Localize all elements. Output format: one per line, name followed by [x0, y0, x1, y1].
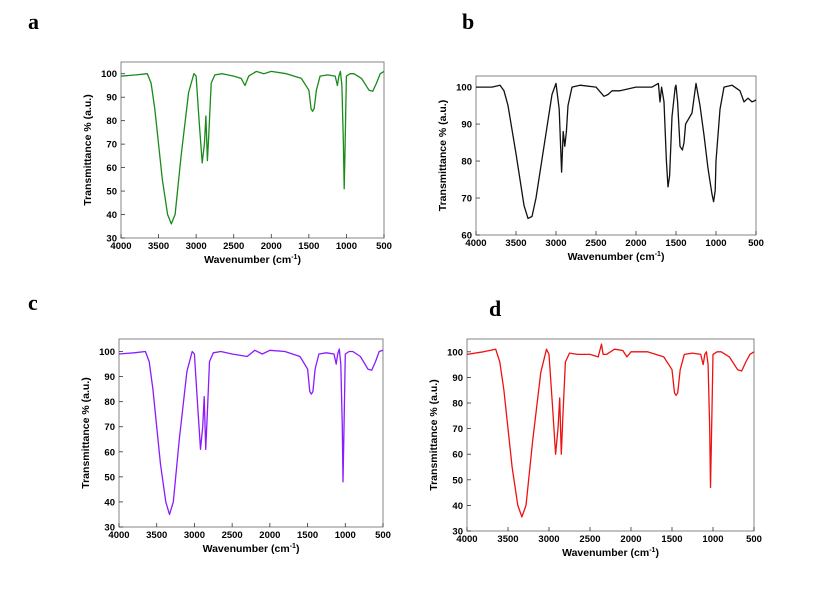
x-tick-label: 3500 — [148, 241, 169, 252]
x-tick-label: 500 — [376, 241, 392, 252]
y-tick-label: 90 — [452, 373, 463, 384]
x-tick-label: 3000 — [184, 530, 205, 541]
y-tick-label: 50 — [104, 472, 115, 483]
x-tick-label: 1000 — [335, 530, 356, 541]
x-tick-label: 2000 — [261, 241, 282, 252]
spectrum-line-d — [466, 343, 755, 518]
x-axis-label-end: ) — [297, 254, 301, 266]
y-tick-label: 60 — [452, 450, 463, 461]
x-tick-label: 1500 — [661, 534, 682, 545]
x-axis-label-end: ) — [655, 547, 659, 559]
y-tick-label: 50 — [452, 475, 463, 486]
x-tick-label: 1000 — [702, 534, 723, 545]
y-tick-label: 80 — [452, 399, 463, 410]
x-tick-label: 3000 — [538, 534, 559, 545]
spectrum-line-c — [118, 348, 384, 516]
spectrum-line-b — [476, 82, 757, 220]
spectrum-line-a — [120, 70, 385, 225]
x-tick-label: 2500 — [222, 530, 243, 541]
x-tick-label: 1500 — [297, 530, 318, 541]
x-axis-label: Wavenumber (cm-1) — [562, 547, 659, 559]
y-tick-label: 100 — [99, 347, 115, 358]
x-tick-label: 3000 — [186, 241, 207, 252]
x-tick-label: 4000 — [110, 241, 131, 252]
y-tick-label: 100 — [456, 83, 472, 94]
x-tick-label: 1500 — [298, 241, 319, 252]
x-axis-label-sup: -1 — [290, 543, 296, 550]
y-tick-label: 80 — [461, 157, 472, 168]
x-tick-label: 2500 — [223, 241, 244, 252]
x-axis-label-main: Wavenumber (cm — [204, 254, 291, 266]
x-tick-label: 3500 — [146, 530, 167, 541]
y-tick-label: 60 — [104, 447, 115, 458]
y-tick-label: 30 — [452, 527, 463, 538]
x-tick-label: 500 — [748, 238, 764, 249]
plot-frame — [466, 338, 755, 532]
x-axis-label-main: Wavenumber (cm — [568, 251, 655, 263]
y-tick-label: 100 — [447, 347, 463, 358]
x-axis-label-main: Wavenumber (cm — [562, 547, 649, 559]
y-tick-label: 70 — [106, 140, 117, 151]
y-tick-label: 70 — [461, 194, 472, 205]
y-axis-label: Transmittance % (a.u.) — [428, 379, 440, 490]
y-tick-label: 60 — [461, 231, 472, 242]
x-tick-label: 3000 — [545, 238, 566, 249]
chart-panel-a: 4000 3500 3000 2500 2000 1500 1000 500 30 40 50 60 7… — [82, 61, 392, 266]
x-tick-label: 1500 — [665, 238, 686, 249]
y-tick-label: 70 — [104, 422, 115, 433]
x-tick-label: 4000 — [108, 530, 129, 541]
x-axis-label-main: Wavenumber (cm — [203, 543, 290, 555]
panel-label-b: b — [462, 9, 475, 34]
x-tick-label: 500 — [375, 530, 391, 541]
x-tick-label: 2000 — [620, 534, 641, 545]
y-tick-label: 90 — [461, 120, 472, 131]
x-tick-label: 2500 — [585, 238, 606, 249]
y-tick-label: 80 — [106, 116, 117, 127]
y-tick-label: 30 — [106, 234, 117, 245]
y-tick-label: 100 — [101, 69, 117, 80]
x-axis-label-sup: -1 — [655, 251, 661, 258]
x-axis-label-sup: -1 — [291, 254, 297, 261]
panel-label-a: a — [28, 9, 39, 34]
x-axis-label: Wavenumber (cm-1) — [204, 254, 301, 266]
x-tick-label: 500 — [746, 534, 762, 545]
x-tick-label: 3500 — [497, 534, 518, 545]
y-tick-label: 90 — [106, 93, 117, 104]
plot-frame — [120, 61, 385, 239]
x-tick-label: 2000 — [625, 238, 646, 249]
panel-label-c: c — [28, 290, 38, 315]
chart-panel-b: 4000 3500 3000 2500 2000 1500 1000 500 60 70 80 90 1… — [437, 75, 764, 263]
y-axis-label: Transmittance % (a.u.) — [437, 100, 449, 211]
panel-label-d: d — [489, 296, 502, 321]
x-tick-label: 4000 — [456, 534, 477, 545]
y-axis-label: Transmittance % (a.u.) — [82, 94, 94, 205]
x-tick-label: 3500 — [505, 238, 526, 249]
chart-panel-d: 4000 3500 3000 2500 2000 1500 1000 500 30 40 50 60 7… — [428, 338, 762, 559]
x-axis-label: Wavenumber (cm-1) — [203, 543, 300, 555]
x-tick-label: 2500 — [579, 534, 600, 545]
y-tick-label: 90 — [104, 372, 115, 383]
x-axis-label-sup: -1 — [649, 547, 655, 554]
x-tick-label: 1000 — [705, 238, 726, 249]
x-axis-label: Wavenumber (cm-1) — [568, 251, 665, 263]
y-tick-label: 80 — [104, 397, 115, 408]
x-axis-label-end: ) — [296, 543, 300, 555]
chart-panel-c: 4000 3500 3000 2500 2000 1500 1000 500 30 40 50 60 7… — [80, 338, 391, 555]
x-tick-label: 2000 — [259, 530, 280, 541]
x-tick-label: 4000 — [465, 238, 486, 249]
y-tick-label: 70 — [452, 424, 463, 435]
y-axis-label: Transmittance % (a.u.) — [80, 377, 92, 488]
y-tick-label: 60 — [106, 163, 117, 174]
y-tick-label: 40 — [452, 501, 463, 512]
y-tick-label: 50 — [106, 187, 117, 198]
y-tick-label: 40 — [106, 210, 117, 221]
plot-frame — [118, 338, 384, 528]
y-tick-label: 30 — [104, 523, 115, 534]
x-tick-label: 1000 — [336, 241, 357, 252]
x-axis-label-end: ) — [661, 251, 665, 263]
y-tick-label: 40 — [104, 497, 115, 508]
plot-frame — [475, 75, 757, 236]
